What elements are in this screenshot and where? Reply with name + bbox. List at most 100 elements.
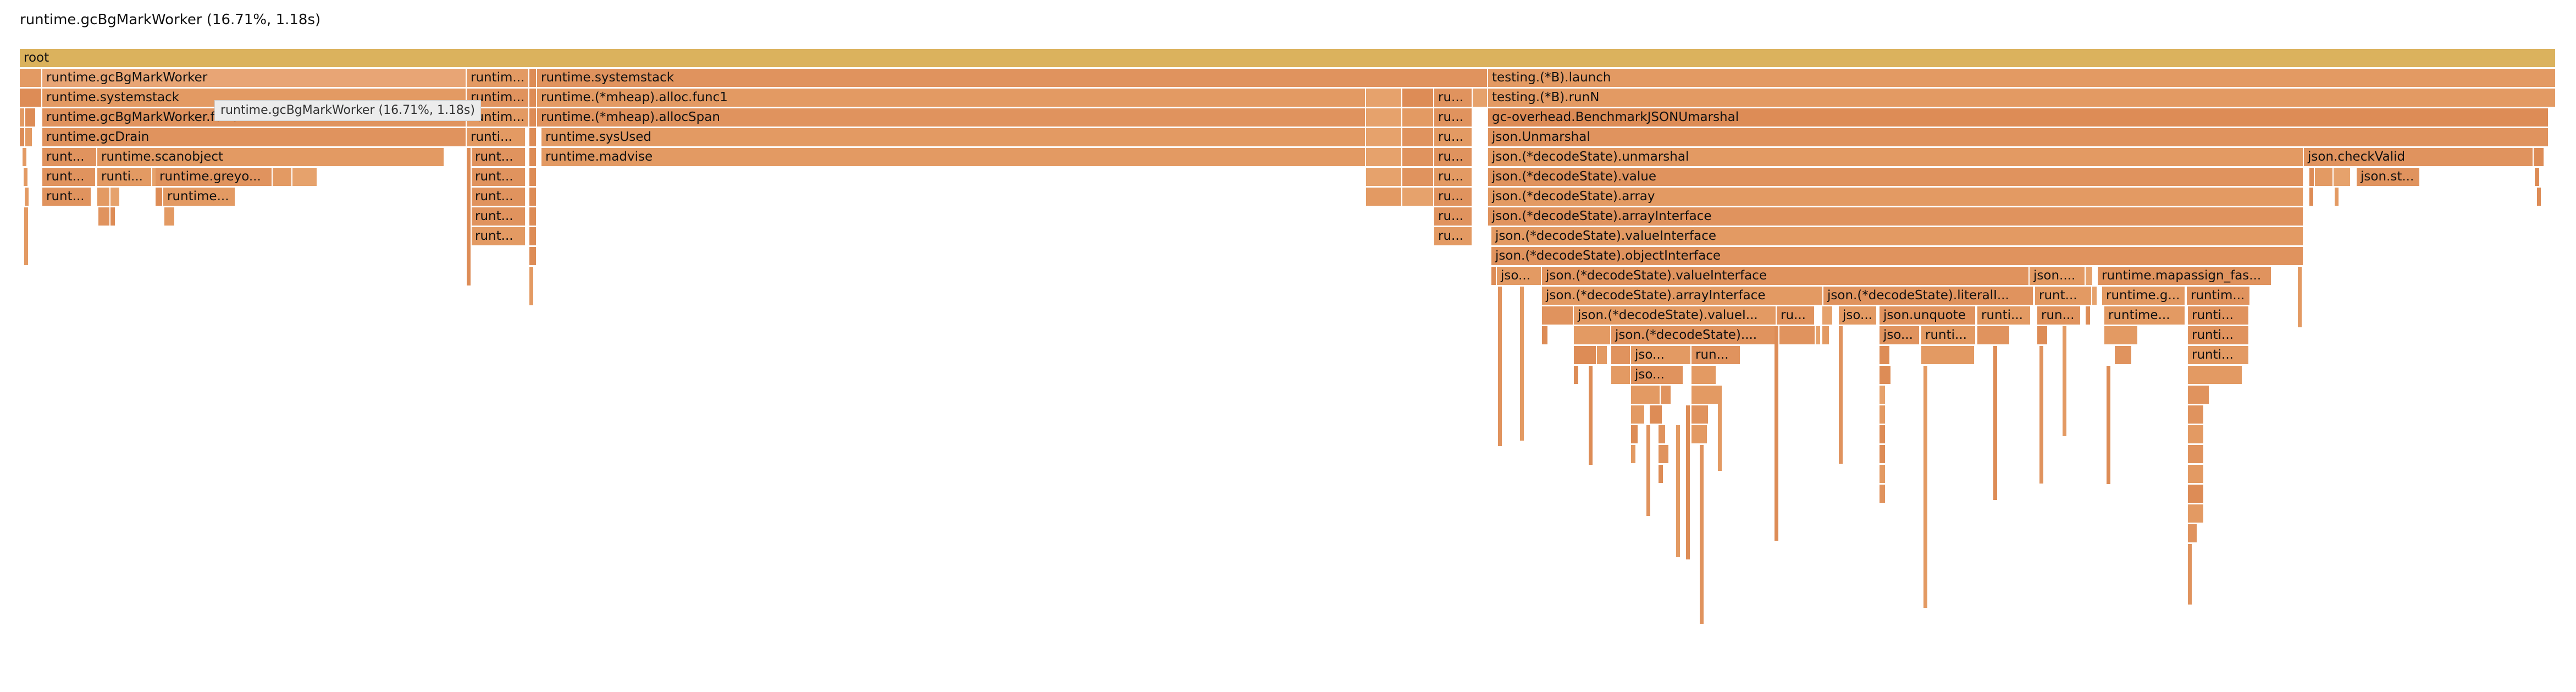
frame[interactable] bbox=[1631, 425, 1639, 443]
frame-checkvalid[interactable]: json.checkValid bbox=[2304, 148, 2534, 166]
frame[interactable]: runti... bbox=[467, 128, 526, 146]
frame[interactable] bbox=[1921, 346, 1975, 364]
frame[interactable] bbox=[1366, 168, 1402, 186]
frame[interactable]: jso... bbox=[1631, 366, 1684, 384]
frame[interactable] bbox=[2298, 267, 2303, 327]
frame[interactable]: runt... bbox=[471, 168, 526, 186]
frame[interactable]: runt... bbox=[471, 227, 526, 245]
frame-json-unmarshal[interactable]: json.Unmarshal bbox=[1488, 128, 2549, 146]
frame[interactable] bbox=[20, 69, 42, 87]
frame[interactable] bbox=[110, 188, 120, 206]
frame[interactable] bbox=[1402, 108, 1434, 127]
frame[interactable]: runt... bbox=[2035, 287, 2092, 305]
frame[interactable] bbox=[1822, 326, 1830, 344]
frame-mapassign[interactable]: runtime.mapassign_fas... bbox=[2098, 267, 2272, 285]
frame[interactable] bbox=[1402, 148, 1434, 166]
frame[interactable] bbox=[20, 108, 25, 127]
frame[interactable] bbox=[23, 148, 27, 166]
frame-testing-runn[interactable]: testing.(*B).runN bbox=[1488, 89, 2556, 107]
frame[interactable] bbox=[1880, 465, 1886, 483]
frame[interactable] bbox=[1366, 188, 1402, 206]
frame[interactable] bbox=[2107, 366, 2111, 484]
frame[interactable] bbox=[2315, 168, 2334, 186]
frame[interactable] bbox=[529, 207, 537, 226]
frame[interactable] bbox=[1631, 405, 1645, 424]
frame[interactable]: json.st... bbox=[2357, 168, 2420, 186]
frame[interactable] bbox=[2086, 267, 2093, 285]
frame-benchmark[interactable]: gc-overhead.BenchmarkJSONUmarshal bbox=[1488, 108, 2549, 127]
frame[interactable]: runti... bbox=[2188, 326, 2249, 344]
frame[interactable] bbox=[1816, 326, 1821, 344]
frame[interactable] bbox=[529, 267, 534, 305]
frame-decodestate-value[interactable]: json.(*decodeState).value bbox=[1488, 168, 2304, 186]
frame[interactable] bbox=[1659, 445, 1670, 463]
frame[interactable] bbox=[1402, 128, 1434, 146]
frame[interactable]: ru... bbox=[1434, 89, 1473, 107]
frame[interactable] bbox=[2188, 504, 2204, 523]
frame[interactable] bbox=[1473, 89, 1488, 107]
frame[interactable] bbox=[1611, 366, 1631, 384]
frame-literalinterface[interactable]: json.(*decodeState).literalI... bbox=[1823, 287, 2034, 305]
frame[interactable] bbox=[1686, 405, 1691, 559]
frame[interactable] bbox=[1691, 386, 1719, 404]
frame[interactable] bbox=[110, 207, 116, 226]
frame[interactable] bbox=[2188, 405, 2204, 424]
frame[interactable] bbox=[97, 188, 110, 206]
frame[interactable] bbox=[2188, 544, 2193, 605]
frame[interactable] bbox=[1775, 326, 1779, 541]
frame-greyobject[interactable]: runtime.greyo... bbox=[156, 168, 273, 186]
frame[interactable] bbox=[24, 207, 29, 265]
frame-decodestate-arrayinterface[interactable]: json.(*decodeState).arrayInterface bbox=[1488, 207, 2304, 226]
frame[interactable] bbox=[1880, 485, 1886, 503]
frame[interactable]: run... bbox=[1691, 346, 1741, 364]
frame[interactable] bbox=[1589, 366, 1594, 465]
frame-decodestate-array[interactable]: json.(*decodeState).array bbox=[1488, 188, 2304, 206]
frame[interactable] bbox=[2115, 346, 2132, 364]
frame[interactable] bbox=[2104, 326, 2138, 344]
frame[interactable] bbox=[1631, 445, 1637, 463]
frame[interactable] bbox=[20, 89, 42, 107]
frame[interactable] bbox=[2309, 168, 2315, 186]
frame[interactable]: ru... bbox=[1434, 128, 1473, 146]
frame[interactable]: run... bbox=[2037, 306, 2081, 325]
frame[interactable] bbox=[1659, 425, 1666, 443]
frame[interactable]: runt... bbox=[471, 148, 526, 166]
frame[interactable] bbox=[25, 128, 33, 146]
frame[interactable] bbox=[2092, 287, 2098, 305]
frame[interactable] bbox=[1574, 366, 1579, 384]
frame[interactable] bbox=[1542, 326, 1549, 344]
frame[interactable] bbox=[529, 108, 537, 127]
frame[interactable] bbox=[529, 128, 537, 146]
frame[interactable] bbox=[2537, 188, 2542, 206]
frame[interactable]: runti... bbox=[1921, 326, 1976, 344]
frame[interactable] bbox=[1661, 386, 1672, 404]
frame[interactable] bbox=[24, 168, 29, 186]
frame[interactable] bbox=[20, 128, 25, 146]
frame[interactable]: runt... bbox=[471, 188, 526, 206]
frame[interactable] bbox=[164, 207, 175, 226]
frame[interactable] bbox=[1993, 346, 1998, 500]
frame-gcdrain[interactable]: runtime.gcDrain bbox=[42, 128, 467, 146]
frame[interactable] bbox=[2188, 465, 2204, 483]
frame[interactable] bbox=[2334, 168, 2351, 186]
frame[interactable] bbox=[1880, 445, 1886, 463]
frame[interactable] bbox=[1402, 89, 1434, 107]
frame[interactable]: runt... bbox=[471, 207, 526, 226]
frame[interactable]: runt... bbox=[42, 168, 96, 186]
frame[interactable] bbox=[1659, 465, 1664, 483]
frame[interactable] bbox=[2309, 188, 2314, 206]
frame[interactable] bbox=[1718, 386, 1723, 471]
frame[interactable] bbox=[1923, 366, 1928, 608]
frame[interactable] bbox=[1691, 405, 1709, 424]
frame[interactable]: jso... bbox=[1839, 306, 1877, 325]
frame[interactable] bbox=[2188, 524, 2198, 542]
frame[interactable] bbox=[2535, 168, 2540, 186]
frame[interactable] bbox=[2063, 326, 2068, 436]
frame[interactable] bbox=[273, 168, 292, 186]
frame-root[interactable]: root bbox=[20, 49, 2556, 67]
frame[interactable] bbox=[1366, 148, 1402, 166]
frame[interactable] bbox=[2037, 326, 2048, 344]
frame-decodestate-short[interactable]: json.(*decodeState).... bbox=[1611, 326, 1816, 344]
frame[interactable]: ru... bbox=[1434, 188, 1473, 206]
frame[interactable] bbox=[1880, 405, 1886, 424]
